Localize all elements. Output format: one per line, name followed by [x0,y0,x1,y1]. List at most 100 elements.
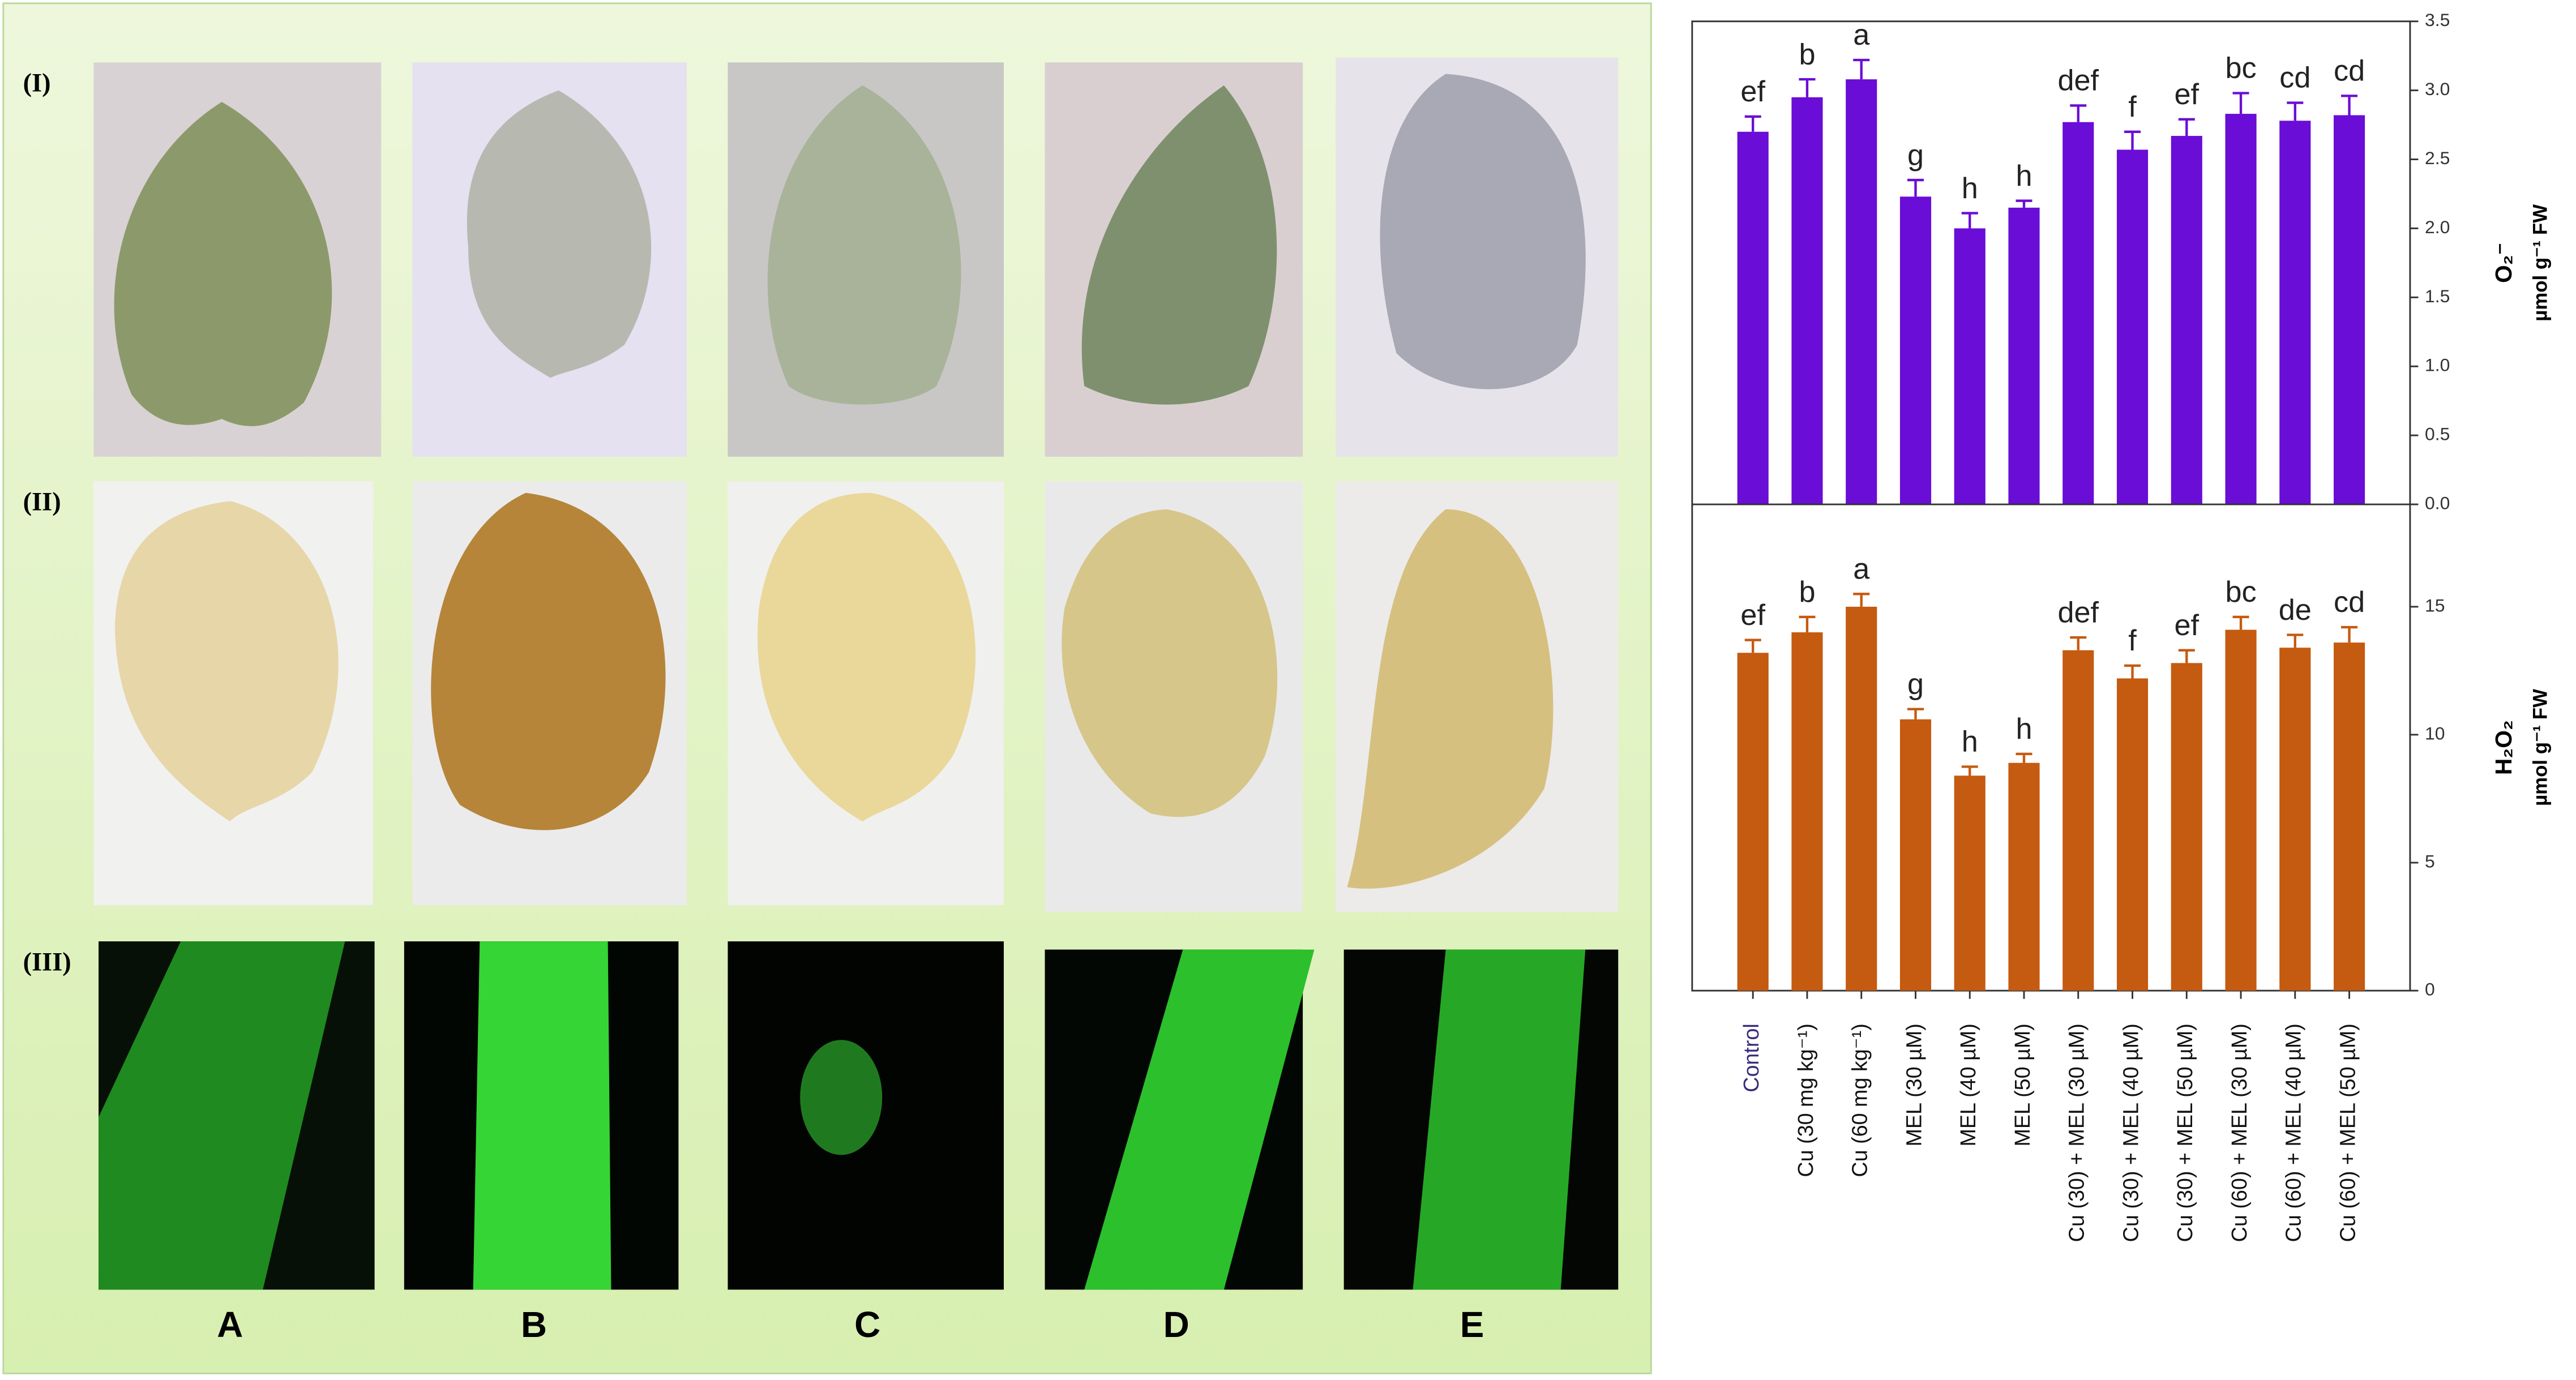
y-tick-label: 3.0 [2425,79,2450,99]
bar [1791,632,1823,991]
x-tick-label: Cu (60 mg kg⁻¹) [1848,1023,1872,1177]
bar [2116,678,2149,991]
bar [2333,115,2365,505]
y-tick-label: 1.5 [2425,286,2450,306]
bar [1899,196,1932,505]
error-bar [1744,638,1761,653]
error-bar [2124,664,2141,679]
error-bar [1799,78,1816,97]
y-tick-label: 0.0 [2425,492,2450,513]
significance-letter: f [2128,91,2137,123]
y-tick-label: 2.0 [2425,217,2450,237]
bar [2062,122,2094,505]
y-tick-label: 0.5 [2425,424,2450,444]
bar [1954,775,1986,991]
bar [1846,606,1877,991]
error-bar [2016,199,2032,208]
root [473,941,611,1290]
x-tick-label: Cu (60) + MEL (50 µM) [2336,1023,2360,1242]
y-axis-label: O₂⁻ [2491,243,2517,283]
error-bar [1799,615,1816,633]
bar [1791,97,1823,505]
leaf [114,101,332,426]
error-bar [2016,752,2032,763]
significance-letter: def [2057,65,2099,97]
significance-letter: h [1962,172,1978,205]
y-axis-label: µmol g⁻¹ FW [2529,204,2551,322]
bar [2279,121,2311,505]
column-label: A [217,1304,243,1345]
significance-letter: h [2016,160,2032,192]
error-bar [1961,212,1978,229]
x-tick-label: MEL (40 µM) [1956,1023,1980,1146]
error-bar [1853,58,1870,80]
significance-letter: def [2057,596,2099,629]
significance-letter: h [2016,713,2032,745]
error-bar [2124,130,2141,150]
bar [1737,653,1769,991]
significance-letter: cd [2279,62,2310,95]
error-bar [2287,101,2304,121]
significance-letter: b [1799,576,1815,608]
error-bar [2287,633,2304,648]
error-bar [1961,765,1978,776]
photos [93,57,1619,1290]
y-tick-label: 15 [2425,595,2445,615]
error-bar [2341,95,2358,115]
row-label: (III) [23,948,71,976]
bar [2062,650,2094,991]
significance-letter: g [1907,668,1924,701]
bar [2171,663,2202,991]
column-label: E [1460,1304,1484,1345]
column-label: D [1163,1304,1189,1345]
column-label: B [521,1304,547,1345]
plot-frame [1691,20,2411,992]
bar [2008,207,2040,505]
bar [1954,228,1986,505]
error-bar [2070,636,2087,650]
y-tick-label: 1.0 [2425,355,2450,375]
bar [1899,719,1932,991]
leaf [115,501,339,822]
x-tick-label: Cu (60) + MEL (30 µM) [2227,1023,2251,1242]
error-bar [2232,92,2249,114]
x-tick-label: MEL (30 µM) [1902,1023,1925,1146]
significance-letter: ef [1740,75,1765,108]
significance-letter: ef [2174,78,2199,111]
significance-letter: de [2279,594,2312,627]
bar [2008,762,2040,991]
bar [2116,149,2149,505]
leaf [1062,509,1278,817]
leaf [758,492,976,822]
root [1084,949,1315,1290]
error-bar [1744,115,1761,132]
error-bar [2341,625,2358,643]
y-tick-label: 0 [2425,979,2435,1000]
significance-letter: a [1853,19,1870,52]
y-tick-label: 2.5 [2425,148,2450,168]
leaf [1347,509,1554,889]
leaf [431,492,666,830]
bar [2225,629,2257,991]
bar [2333,642,2365,991]
x-tick-label: Cu (30) + MEL (30 µM) [2065,1023,2089,1242]
y-axis-label: H₂O₂ [2491,720,2517,775]
x-tick-label: Control [1739,1023,1763,1092]
panel-labels: (I) (II) (III) [23,69,71,977]
x-tick-label: Cu (60) + MEL (40 µM) [2282,1023,2305,1242]
row-label: (I) [23,69,51,98]
root [800,1040,883,1155]
significance-letter: cd [2334,55,2365,88]
y-tick-label: 3.5 [2425,10,2450,30]
error-bar [2178,118,2195,136]
significance-letter: b [1799,38,1815,71]
significance-letter: a [1853,552,1870,585]
significance-letter: h [1962,726,1978,758]
error-bar [1907,708,1924,719]
bar [2225,114,2257,505]
column-labels: A B C D E [217,1304,1484,1345]
bar [2171,136,2202,505]
bar [1846,79,1877,505]
leaf [767,85,961,405]
